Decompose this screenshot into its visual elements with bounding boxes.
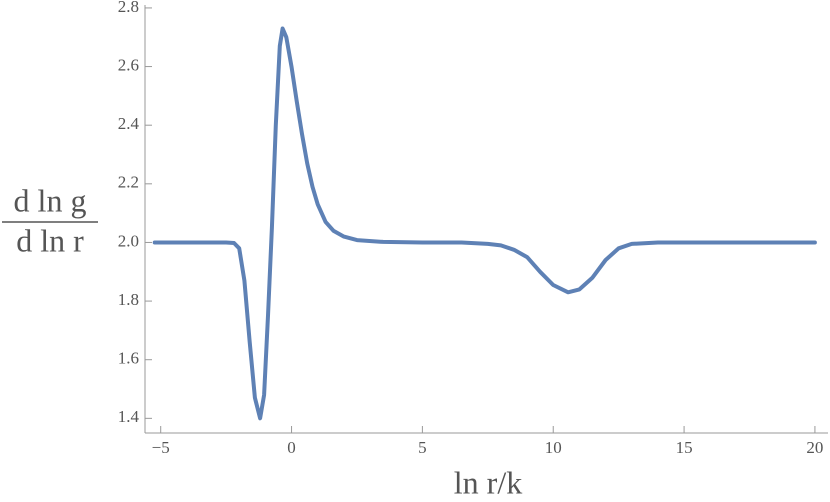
y-tick-label: 2.4: [118, 114, 140, 133]
y-tick-label: 1.8: [118, 290, 139, 309]
y-tick-label: 2.0: [118, 231, 139, 250]
y-tick-label: 2.8: [118, 0, 139, 16]
y-tick-label: 1.6: [118, 349, 139, 368]
x-tick-label: −5: [152, 438, 170, 457]
y-tick-label: 2.2: [118, 173, 139, 192]
y-label-denominator: d ln r: [16, 222, 84, 258]
x-tick-label: 10: [545, 438, 562, 457]
x-tick-label: 20: [806, 438, 823, 457]
x-label: ln r/k: [454, 464, 522, 500]
y-label-numerator: d ln g: [14, 182, 87, 218]
y-tick-label: 1.4: [118, 407, 140, 426]
y-tick-label: 2.6: [118, 55, 139, 74]
x-tick-label: 5: [418, 438, 427, 457]
x-tick-label: 0: [287, 438, 296, 457]
x-tick-label: 15: [676, 438, 693, 457]
data-line: [152, 26, 817, 421]
